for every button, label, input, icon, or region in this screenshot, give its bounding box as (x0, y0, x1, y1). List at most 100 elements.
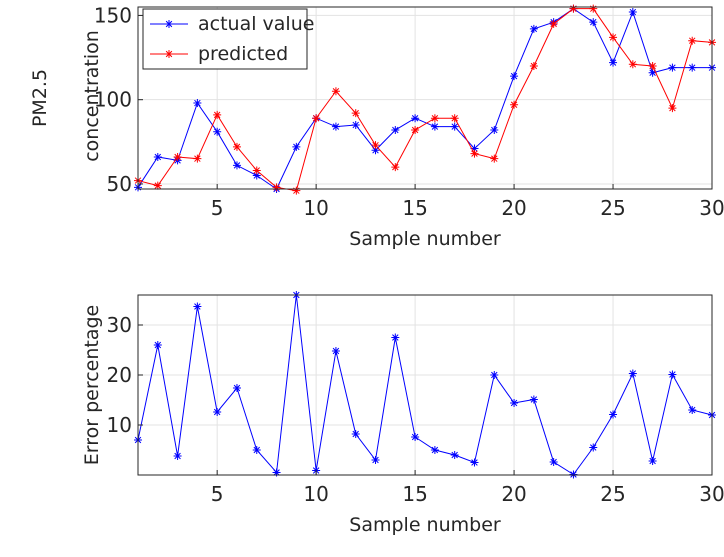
y-tick-label: 10 (107, 413, 132, 437)
axes-box (137, 294, 713, 476)
data-point (351, 109, 360, 118)
series-line-0 (137, 294, 713, 476)
data-point (312, 114, 321, 123)
data-point (589, 18, 598, 27)
y-tick-label: 20 (107, 363, 132, 387)
data-point (173, 152, 182, 161)
data-point (490, 371, 499, 379)
y-tick-label: 100 (94, 88, 132, 112)
y-axis-label-line-1: PM2.5 (29, 69, 51, 127)
data-point (430, 122, 439, 131)
data-point (292, 142, 301, 151)
x-tick-label: 5 (211, 196, 224, 220)
data-point (371, 456, 380, 464)
data-point (193, 154, 202, 163)
x-tick-label: 30 (699, 196, 724, 220)
data-point (648, 61, 657, 70)
x-tick-label: 10 (303, 196, 328, 220)
x-axis-label: Sample number (349, 514, 501, 536)
legend-box (142, 8, 308, 70)
data-point (331, 347, 340, 355)
data-point (549, 19, 558, 28)
data-point (213, 127, 222, 136)
data-point (153, 152, 162, 161)
x-tick-label: 30 (699, 482, 724, 506)
legend-label-1: predicted (198, 43, 288, 65)
data-point (153, 181, 162, 190)
data-point (450, 451, 459, 459)
x-tick-label: 5 (211, 482, 224, 506)
data-point (609, 33, 618, 42)
legend-marker-1 (165, 50, 173, 58)
data-point (470, 458, 479, 467)
data-point (589, 4, 598, 13)
data-point (430, 114, 439, 123)
data-point (470, 149, 479, 158)
data-point (173, 452, 182, 460)
data-point (391, 163, 400, 172)
data-point (272, 183, 281, 192)
axes-box (137, 6, 713, 190)
data-point (628, 369, 637, 378)
x-tick-label: 25 (600, 196, 625, 220)
data-point (609, 58, 618, 67)
data-point (193, 302, 202, 311)
data-point (252, 171, 261, 180)
x-tick-label: 20 (501, 482, 526, 506)
data-point (628, 8, 637, 17)
data-point (668, 370, 677, 379)
data-point (252, 166, 261, 175)
data-point (411, 114, 420, 123)
data-point (411, 433, 420, 441)
data-point (609, 410, 618, 419)
x-tick-label: 10 (303, 482, 328, 506)
data-point (549, 458, 558, 466)
y-tick-label: 50 (107, 172, 132, 196)
data-point (510, 399, 519, 407)
data-point (411, 126, 420, 135)
data-point (272, 468, 281, 477)
x-axis-label: Sample number (349, 228, 501, 250)
data-point (213, 110, 222, 119)
x-tick-label: 25 (600, 482, 625, 506)
data-point (292, 186, 301, 195)
data-point (351, 430, 360, 438)
y-axis-label: Error percentage (81, 305, 103, 466)
data-point (331, 122, 340, 131)
y-axis-label-line-2: concentration (81, 30, 103, 162)
data-point (688, 63, 697, 72)
data-point (490, 126, 499, 135)
data-point (490, 154, 499, 163)
data-point (331, 87, 340, 96)
data-point (391, 126, 400, 135)
data-point (430, 446, 439, 454)
data-point (668, 104, 677, 113)
data-point (589, 443, 598, 452)
data-point (470, 144, 479, 153)
data-point (232, 142, 241, 151)
data-point (510, 100, 519, 109)
x-tick-label: 15 (402, 482, 427, 506)
data-point (391, 333, 400, 342)
data-point (153, 341, 162, 349)
top-chart: 5 10 15 20 25 30 50 100 150 Sample number PM2.5 con… (29, 3, 724, 250)
data-point (351, 120, 360, 129)
data-point (371, 141, 380, 150)
data-point (529, 24, 538, 33)
bottom-chart: 5 10 15 20 25 30 10 20 30 Sample number Error perc… (81, 291, 724, 536)
x-tick-label: 20 (501, 196, 526, 220)
data-point (252, 446, 261, 454)
y-tick-label: 30 (107, 313, 132, 337)
y-tick-label: 150 (94, 3, 132, 27)
legend: actual value predicted (142, 8, 314, 70)
data-point (232, 384, 241, 392)
data-point (371, 146, 380, 155)
data-point (529, 395, 538, 404)
series-line-0 (137, 8, 712, 190)
legend-label-0: actual value (198, 13, 314, 35)
data-point (648, 68, 657, 77)
data-point (450, 122, 459, 131)
data-point (688, 36, 697, 45)
